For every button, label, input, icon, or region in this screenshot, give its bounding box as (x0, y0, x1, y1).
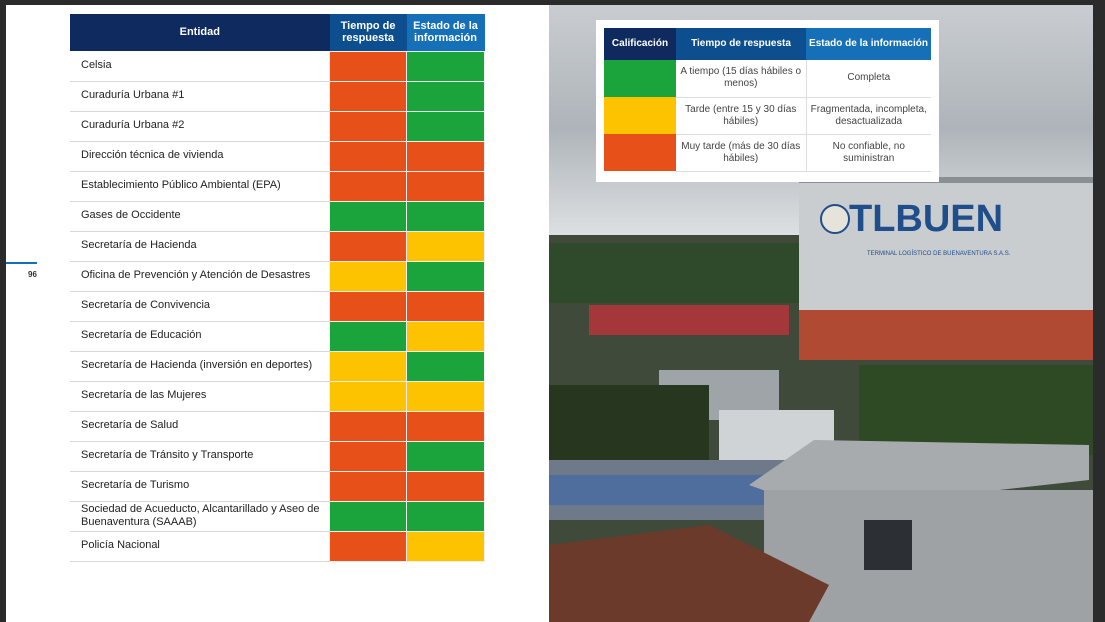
page-number: 96 (28, 270, 37, 279)
table-row: Secretaría de Salud (70, 410, 485, 442)
terminal-sign: TLBUEN (849, 198, 1003, 240)
entity-rating-table: Entidad Tiempo de respuesta Estado de la… (70, 14, 485, 562)
info-status-rating (406, 380, 485, 412)
response-time-rating (329, 50, 408, 82)
entity-name: Secretaría de Convivencia (70, 291, 330, 322)
entity-name: Secretaría de Salud (70, 411, 330, 442)
info-status-rating (406, 290, 485, 322)
entity-name: Secretaría de Tránsito y Transporte (70, 441, 330, 472)
legend-time-text: Tarde (entre 15 y 30 días hábiles) (676, 97, 807, 135)
legend-row: Muy tarde (más de 30 días hábiles) No co… (604, 134, 931, 172)
legend-info-text: Completa (806, 60, 931, 98)
legend-time-text: A tiempo (15 días hábiles o menos) (676, 60, 807, 98)
response-time-rating (329, 530, 408, 562)
legend-time-text: Muy tarde (más de 30 días hábiles) (676, 134, 807, 172)
table-row: Curaduría Urbana #2 (70, 110, 485, 142)
response-time-rating (329, 80, 408, 112)
response-time-rating (329, 470, 408, 502)
entity-name: Curaduría Urbana #2 (70, 111, 330, 142)
legend-header-info: Estado de la información (806, 28, 931, 60)
response-time-rating (329, 200, 408, 232)
entity-name: Sociedad de Acueducto, Alcantarillado y … (70, 501, 330, 532)
table-row: Curaduría Urbana #1 (70, 80, 485, 112)
entity-name: Secretaría de Educación (70, 321, 330, 352)
header-info-status: Estado de la información (406, 14, 485, 51)
table-row: Secretaría de Hacienda (inversión en dep… (70, 350, 485, 382)
table-row: Sociedad de Acueducto, Alcantarillado y … (70, 500, 485, 532)
entity-name: Establecimiento Público Ambiental (EPA) (70, 171, 330, 202)
entity-name: Secretaría de Hacienda (inversión en dep… (70, 351, 330, 382)
table-row: Secretaría de Turismo (70, 470, 485, 502)
legend-info-text: Fragmentada, incompleta, desactualizada (806, 97, 931, 135)
page-number-rule (6, 262, 37, 264)
response-time-rating (329, 230, 408, 262)
table-row: Secretaría de Convivencia (70, 290, 485, 322)
entity-name: Curaduría Urbana #1 (70, 81, 330, 112)
table-row: Secretaría de Hacienda (70, 230, 485, 262)
legend-color-swatch (604, 134, 676, 171)
table-row: Dirección técnica de vivienda (70, 140, 485, 172)
info-status-rating (406, 80, 485, 112)
info-status-rating (406, 110, 485, 142)
info-status-rating (406, 170, 485, 202)
legend-color-swatch (604, 60, 676, 97)
info-status-rating (406, 530, 485, 562)
terminal-photo-illustration: TLBUEN TERMINAL LOGÍSTICO DE BUENAVENTUR… (549, 177, 1093, 622)
report-page: 96 Entidad Tiempo de respuesta Estado de… (6, 5, 549, 622)
terminal-sign-subtitle: TERMINAL LOGÍSTICO DE BUENAVENTURA S.A.S… (867, 250, 1011, 257)
header-response-time: Tiempo de respuesta (329, 14, 407, 51)
info-status-rating (406, 50, 485, 82)
entity-name: Secretaría de las Mujeres (70, 381, 330, 412)
info-status-rating (406, 350, 485, 382)
table-row: Establecimiento Público Ambiental (EPA) (70, 170, 485, 202)
table-row: Secretaría de Tránsito y Transporte (70, 440, 485, 472)
response-time-rating (329, 500, 408, 532)
table-row: Gases de Occidente (70, 200, 485, 232)
entity-name: Policía Nacional (70, 531, 330, 562)
response-time-rating (329, 320, 408, 352)
entity-name: Gases de Occidente (70, 201, 330, 232)
info-status-rating (406, 200, 485, 232)
info-status-rating (406, 470, 485, 502)
entity-name: Dirección técnica de vivienda (70, 141, 330, 172)
response-time-rating (329, 290, 408, 322)
info-status-rating (406, 140, 485, 172)
header-entity: Entidad (70, 14, 330, 51)
response-time-rating (329, 260, 408, 292)
rating-legend: Calificación Tiempo de respuesta Estado … (596, 20, 939, 182)
legend-info-text: No confiable, no suministran (806, 134, 931, 172)
table-row: Secretaría de las Mujeres (70, 380, 485, 412)
response-time-rating (329, 380, 408, 412)
response-time-rating (329, 410, 408, 442)
info-status-rating (406, 440, 485, 472)
response-time-rating (329, 170, 408, 202)
table-row: Secretaría de Educación (70, 320, 485, 352)
port-photo: TLBUEN TERMINAL LOGÍSTICO DE BUENAVENTUR… (549, 5, 1093, 622)
info-status-rating (406, 260, 485, 292)
legend-row: Tarde (entre 15 y 30 días hábiles) Fragm… (604, 97, 931, 135)
legend-header-time: Tiempo de respuesta (676, 28, 806, 60)
response-time-rating (329, 110, 408, 142)
table-row: Celsia (70, 50, 485, 82)
info-status-rating (406, 320, 485, 352)
response-time-rating (329, 350, 408, 382)
info-status-rating (406, 500, 485, 532)
legend-header-rating: Calificación (604, 28, 676, 60)
response-time-rating (329, 140, 408, 172)
entity-name: Oficina de Prevención y Atención de Desa… (70, 261, 330, 292)
entity-name: Celsia (70, 51, 330, 82)
table-row: Oficina de Prevención y Atención de Desa… (70, 260, 485, 292)
entity-name: Secretaría de Turismo (70, 471, 330, 502)
table-row: Policía Nacional (70, 530, 485, 562)
info-status-rating (406, 410, 485, 442)
response-time-rating (329, 440, 408, 472)
legend-row: A tiempo (15 días hábiles o menos) Compl… (604, 60, 931, 98)
info-status-rating (406, 230, 485, 262)
entity-name: Secretaría de Hacienda (70, 231, 330, 262)
legend-color-swatch (604, 97, 676, 134)
